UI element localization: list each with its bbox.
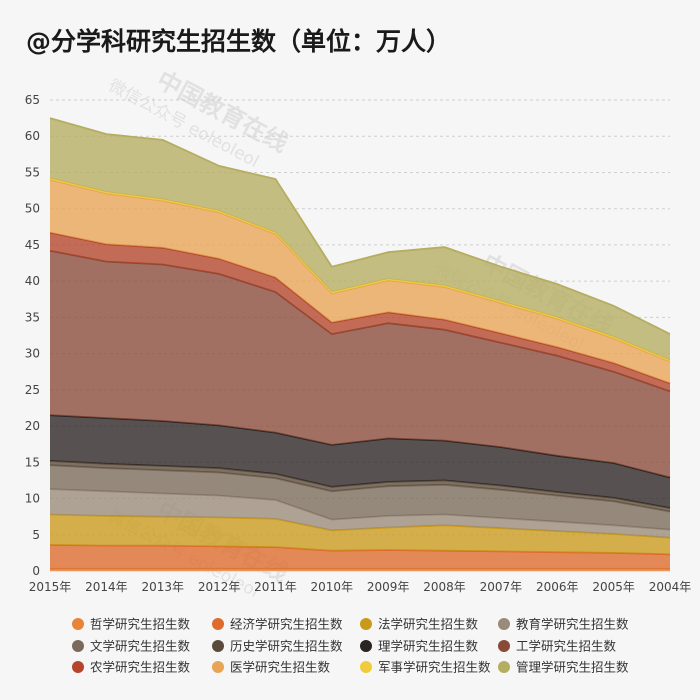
legend-swatch [360, 661, 372, 673]
area-series [50, 514, 670, 555]
x-axis: 2015年 2014年 2013年 2012年 2011年 2010年 2009年 2008年… [29, 580, 692, 594]
x-tick-label: 2004年 [649, 580, 692, 594]
y-tick-label: 60 [25, 129, 40, 143]
y-tick-label: 10 [25, 492, 40, 506]
legend-label: 经济学研究生招生数 [230, 617, 343, 632]
area-series [50, 460, 670, 512]
legend-label: 农学研究生招生数 [90, 660, 191, 675]
y-tick-label: 50 [25, 202, 40, 216]
y-axis: 0 5 10 15 20 25 30 35 40 45 50 55 60 65 [25, 93, 40, 578]
legend-swatch [72, 661, 84, 673]
area-series-line [49, 117, 671, 335]
area-series [50, 415, 670, 508]
legend-swatch [360, 618, 372, 630]
legend-label: 工学研究生招生数 [516, 639, 617, 654]
y-tick-label: 15 [25, 455, 40, 469]
legend-label: 文学研究生招生数 [90, 639, 191, 654]
legend-label: 历史学研究生招生数 [230, 639, 343, 654]
y-tick-label: 55 [25, 165, 40, 179]
y-tick-label: 40 [25, 274, 40, 288]
area-series [50, 232, 670, 392]
legend-label: 医学研究生招生数 [230, 660, 331, 675]
legend-swatch [498, 661, 510, 673]
legend-swatch [212, 618, 224, 630]
y-tick-label: 35 [25, 310, 40, 324]
x-tick-label: 2009年 [367, 580, 410, 594]
x-tick-label: 2011年 [254, 580, 297, 594]
x-tick-label: 2005年 [592, 580, 635, 594]
legend-swatch [212, 640, 224, 652]
area-series [50, 489, 670, 538]
legend-swatch [212, 661, 224, 673]
y-tick-label: 5 [32, 528, 40, 542]
legend-swatch [72, 640, 84, 652]
y-tick-label: 30 [25, 347, 40, 361]
legend-swatch [360, 640, 372, 652]
legend-label: 管理学研究生招生数 [516, 660, 629, 675]
legend-swatch [498, 640, 510, 652]
legend: 哲学研究生招生数 经济学研究生招生数 法学研究生招生数 教育学研究生招生数文学研究生招… [72, 617, 629, 675]
area-series-line [49, 178, 671, 363]
legend-label: 军事学研究生招生数 [378, 660, 491, 675]
legend-label: 理学研究生招生数 [378, 639, 479, 654]
area-series [50, 465, 670, 530]
y-tick-label: 65 [25, 93, 40, 107]
x-tick-label: 2008年 [423, 580, 466, 594]
legend-swatch [498, 618, 510, 630]
y-tick-label: 25 [25, 383, 40, 397]
x-tick-label: 2013年 [141, 580, 184, 594]
x-tick-label: 2010年 [311, 580, 354, 594]
area-series [50, 179, 670, 384]
area-series-group [49, 117, 671, 571]
legend-label: 教育学研究生招生数 [516, 617, 629, 632]
area-series [50, 544, 670, 569]
x-tick-label: 2012年 [198, 580, 241, 594]
x-tick-label: 2015年 [29, 580, 72, 594]
chart-title: @分学科研究生招生数（单位：万人） [26, 27, 452, 56]
x-tick-label: 2007年 [480, 580, 523, 594]
area-series [50, 250, 670, 478]
x-tick-label: 2014年 [85, 580, 128, 594]
y-tick-label: 20 [25, 419, 40, 433]
legend-label: 法学研究生招生数 [378, 617, 479, 632]
y-tick-label: 0 [32, 564, 40, 578]
legend-swatch [72, 618, 84, 630]
area-series [50, 118, 670, 361]
legend-label: 哲学研究生招生数 [90, 617, 191, 632]
y-tick-label: 45 [25, 238, 40, 252]
x-tick-label: 2006年 [536, 580, 579, 594]
